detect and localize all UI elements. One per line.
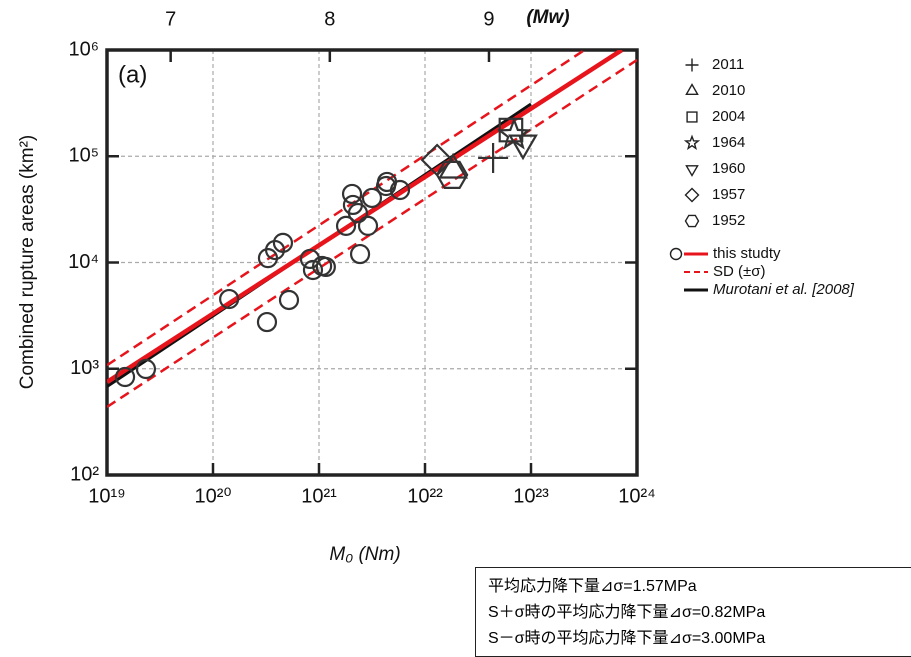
marker (685, 165, 699, 177)
legend-label: 2004 (712, 108, 745, 125)
marker (684, 187, 700, 203)
marker (685, 83, 699, 96)
marker (347, 202, 369, 224)
plot-frame (105, 48, 639, 477)
marker (686, 111, 698, 123)
legend-label: 2010 (712, 82, 745, 99)
marker (135, 358, 157, 380)
x-tick-label: 10²¹ (301, 485, 337, 507)
fit-line (107, 58, 637, 408)
legend-label: Murotani et al. [2008] (713, 281, 855, 298)
legend-label: this studty (713, 245, 781, 262)
marker (278, 289, 300, 311)
x2-tick-label: 8 (324, 8, 335, 30)
marker (361, 187, 383, 209)
y-tick-label: 10² (70, 463, 99, 485)
marker (272, 232, 294, 253)
annotation: S＋σ時の平均応力降下量⊿σ=0.82MPa (488, 604, 766, 621)
marker (389, 179, 411, 201)
marker (669, 247, 683, 261)
marker (357, 215, 379, 237)
marker (349, 243, 371, 265)
legend-label: 2011 (712, 56, 744, 73)
x-tick-label: 10²⁴ (618, 485, 656, 507)
y-tick-label: 10³ (70, 357, 99, 379)
marker (302, 259, 324, 281)
x-tick-label: 10²⁰ (195, 485, 232, 507)
marker (219, 288, 240, 310)
legend-label: 1952 (712, 212, 745, 229)
y-tick-label: 10⁴ (68, 251, 99, 273)
marker (435, 160, 469, 189)
y-tick-label: 10⁶ (69, 38, 99, 60)
legend-label: 1960 (712, 160, 745, 177)
stress-drop-box: 平均応力降下量⊿σ=1.57MPa S＋σ時の平均応力降下量⊿σ=0.82MPa… (475, 567, 911, 657)
x2-tick-label: 9 (483, 8, 494, 30)
marker (335, 215, 357, 237)
marker (256, 311, 278, 333)
x2-axis-label: (Mw) (526, 7, 569, 28)
y-tick-label: 10⁵ (68, 145, 99, 167)
x-tick-label: 10¹⁹ (88, 485, 125, 507)
plot-area (107, 50, 637, 408)
x-tick-label: 10²³ (513, 485, 549, 507)
legend-label: 1957 (712, 186, 745, 203)
marker (299, 248, 321, 270)
marker (478, 142, 509, 173)
marker (683, 134, 701, 150)
x-axis-label: M₀ (Nm) (329, 544, 400, 565)
fit-line (107, 50, 624, 384)
legend-label: SD (±σ) (713, 263, 766, 280)
y-axis-label: Combined rupture areas (km²) (17, 135, 38, 389)
fit-line (107, 50, 586, 367)
marker (315, 256, 336, 278)
marker (685, 58, 699, 72)
marker (684, 214, 700, 228)
legend-label: 1964 (712, 134, 745, 151)
x-tick-label: 10²² (407, 485, 443, 507)
annotation: S－σ時の平均応力降下量⊿σ=3.00MPa (488, 630, 766, 647)
marker (508, 134, 538, 161)
annotation: 平均応力降下量⊿σ=1.57MPa (488, 578, 697, 595)
marker (341, 183, 363, 205)
x2-tick-label: 7 (165, 8, 176, 30)
marker (114, 366, 136, 388)
panel-label: (a) (118, 61, 147, 88)
